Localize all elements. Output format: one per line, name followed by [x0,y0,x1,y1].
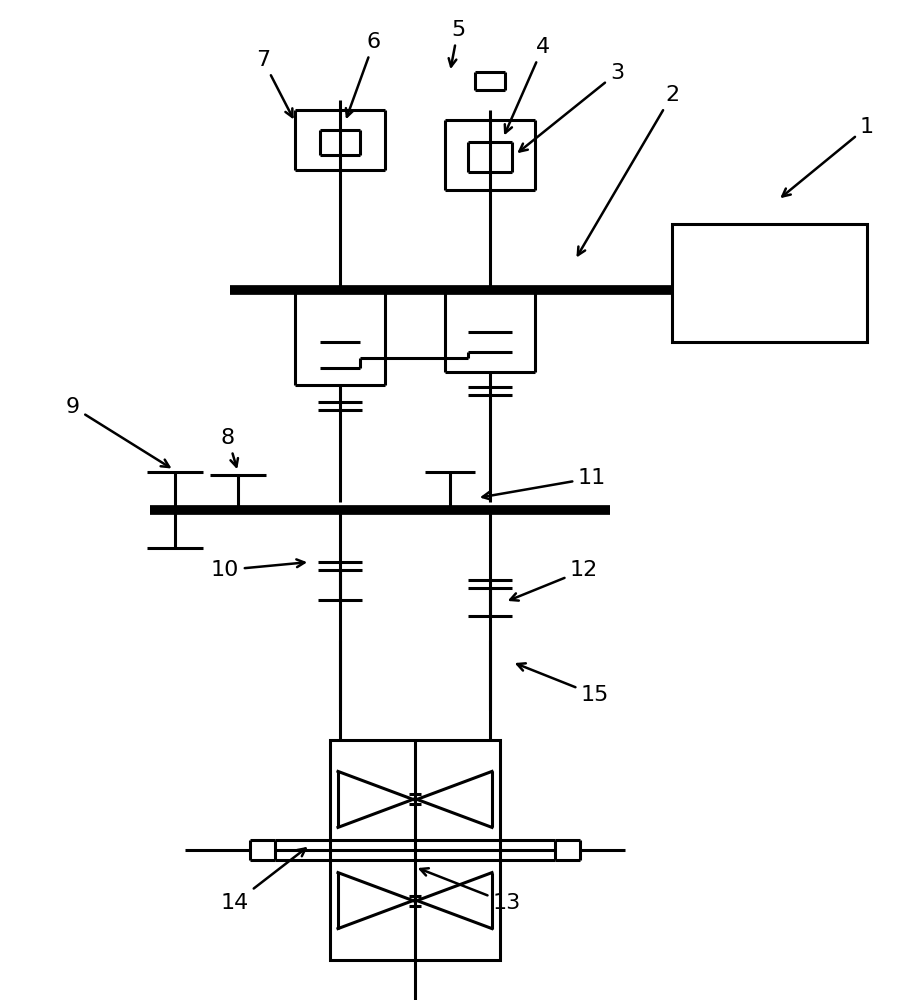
Bar [330,740,500,960]
Text: 2: 2 [578,85,679,255]
Text: 15: 15 [517,663,609,705]
Text: 7: 7 [256,50,293,117]
Text: 5: 5 [448,20,465,67]
Bar [672,224,867,342]
Text: 4: 4 [505,37,550,133]
Text: 13: 13 [420,868,521,913]
Text: 1: 1 [782,117,874,196]
Text: 10: 10 [211,559,304,580]
Text: 8: 8 [221,428,238,467]
Text: 3: 3 [519,63,624,152]
Text: 9: 9 [66,397,170,467]
Text: 11: 11 [482,468,606,500]
Text: 12: 12 [510,560,598,601]
Text: 14: 14 [221,848,305,913]
Text: 6: 6 [346,32,381,117]
